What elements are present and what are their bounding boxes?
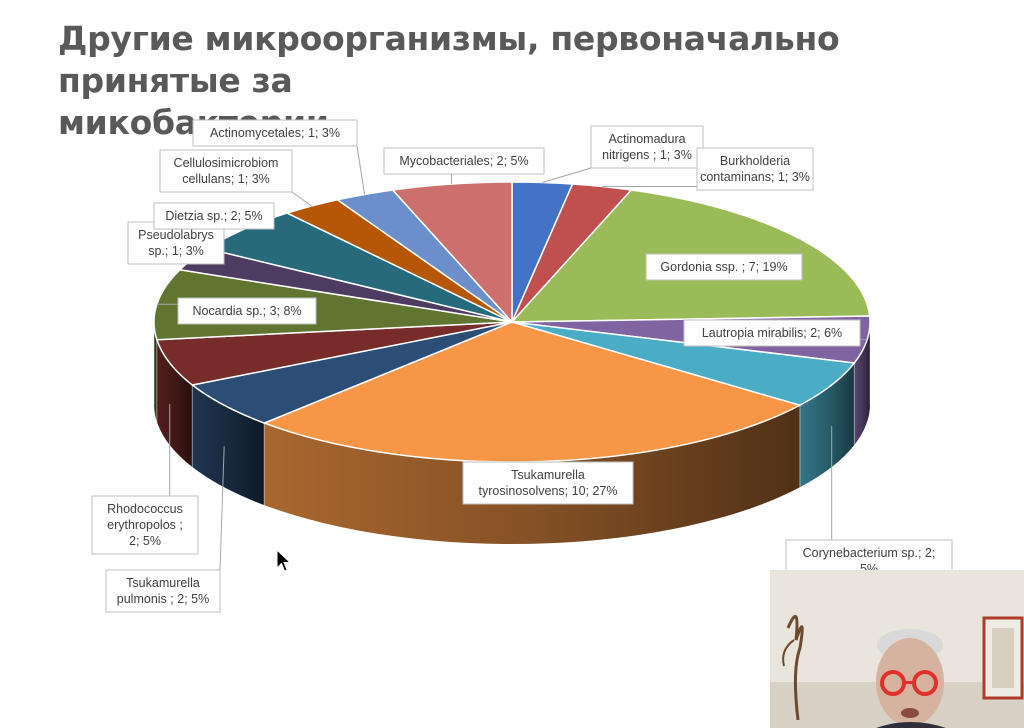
callout-label: erythropolos ; [107,518,183,532]
leader-lines [156,145,868,571]
callout-box [462,461,634,505]
leader-line-cellulosimicrobiom-cellulans [291,191,312,207]
leader-line-actinomadura-nitrigens [542,167,592,183]
callout-label: Nocardia sp.; 3; 8% [192,304,301,318]
callout-box [91,495,199,555]
callout-box [177,297,317,325]
callout-label: cellulans; 1; 3% [182,172,270,186]
callout-tsukamurella-tyrosinosolvens: Tsukamurella tyrosinosolvens; 10; 27% [462,461,634,505]
pie-side-shading-lautropia-mirabilis [854,322,870,445]
callout-label: sp.; 1; 3% [148,244,204,258]
callout-label: nitrigens ; 1; 3% [602,148,692,162]
callout-actinomycetales: Actinomycetales; 1; 3% [192,119,358,147]
callout-tsukamurella-pulmonis: Tsukamurella pulmonis ; 2; 5% [105,569,221,613]
callout-burkholderia-contaminans: Burkholderia contaminans; 1; 3% [696,147,814,191]
callout-rhodococcus-erythropolos: Rhodococcus erythropolos ; 2; 5% [91,495,199,555]
callout-box [159,149,293,193]
leader-line-tsukamurella-pulmonis [219,446,225,571]
callout-dietzia-sp: Dietzia sp.; 2; 5% [153,202,275,230]
pie-side-shading-nocardia-sp [154,322,157,422]
callout-box [192,119,358,147]
callout-label: Tsukamurella [126,576,200,590]
callout-label: Mycobacteriales; 2; 5% [399,154,528,168]
callout-box [683,319,861,347]
callout-label: contaminans; 1; 3% [700,170,810,184]
callout-label: Cellulosimicrobiom [174,156,279,170]
callout-box [645,253,803,281]
callout-box [590,125,704,169]
callout-box [383,147,545,175]
callout-box [105,569,221,613]
callout-label: Actinomadura [608,132,685,146]
pie-slice-tsukamurella-tyrosinosolvens [262,321,802,463]
callout-label: Lautropia mirabilis; 2; 6% [702,326,842,340]
pie-side-shading-corynebacterium-sp [799,362,855,488]
callout-label: Rhodococcus [107,502,183,516]
callouts: Actinomadura nitrigens ; 1; 3% Burkholderi… [91,119,953,613]
callout-label: Corynebacterium sp.; 2; [803,546,936,560]
callout-pseudolabrys-sp: Pseudolabrys sp.; 1; 3% [127,221,225,265]
callout-box [127,221,225,265]
slide-title: Другие микроорганизмы, первоначально при… [58,18,958,144]
callout-label: Tsukamurella [511,468,585,482]
callout-label: 2; 5% [129,534,161,548]
callout-box [153,202,275,230]
pie-tops [153,181,871,463]
presenter-webcam-video [770,570,1024,728]
callout-label: Gordonia ssp. ; 7; 19% [660,260,787,274]
leader-line-actinomycetales [356,145,366,195]
callout-cellulosimicrobiom-cellulans: Cellulosimicrobiom cellulans; 1; 3% [159,149,293,193]
mouse-cursor [276,549,292,572]
slide-title-line-1: Другие микроорганизмы, первоначально при… [58,19,840,100]
callout-label: pulmonis ; 2; 5% [117,592,209,606]
pie-side-shading-rhodococcus-erythropolos [156,339,193,468]
callout-lautropia-mirabilis: Lautropia mirabilis; 2; 6% [683,319,861,347]
callout-label: Actinomycetales; 1; 3% [210,126,340,140]
callout-nocardia-sp: Nocardia sp.; 3; 8% [177,297,317,325]
callout-box [696,147,814,191]
callout-mycobacteriales: Mycobacteriales; 2; 5% [383,147,545,175]
callout-label: Dietzia sp.; 2; 5% [165,209,262,223]
callout-label: Pseudolabrys [138,228,214,242]
presenter-video-frame [770,570,1024,728]
callout-gordonia-ssp: Gordonia ssp. ; 7; 19% [645,253,803,281]
callout-label: tyrosinosolvens; 10; 27% [479,484,618,498]
callout-label: Burkholderia [720,154,790,168]
callout-actinomadura-nitrigens: Actinomadura nitrigens ; 1; 3% [590,125,704,169]
pie-side-shading-tsukamurella-pulmonis [192,385,265,506]
